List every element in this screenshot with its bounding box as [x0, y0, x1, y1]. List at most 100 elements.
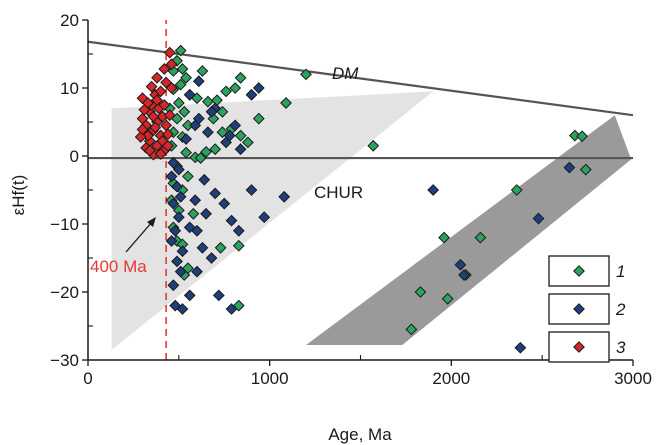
data-point-series-2 — [196, 241, 209, 254]
x-axis-label: Age, Ma — [328, 425, 392, 444]
data-point-series-1 — [174, 44, 187, 57]
data-point-series-2 — [258, 211, 271, 224]
data-point-series-2 — [183, 221, 196, 234]
data-point-series-2 — [172, 211, 185, 224]
legend-label-3: 3 — [616, 338, 626, 357]
data-point-series-2 — [205, 252, 218, 264]
data-point-series-2 — [191, 265, 203, 278]
data-point-series-1 — [367, 139, 380, 152]
age-400ma-label: 400 Ma — [90, 257, 147, 276]
data-point-series-3 — [147, 110, 160, 123]
data-point-series-2 — [205, 105, 218, 118]
data-point-series-2 — [212, 289, 225, 302]
data-point-series-1 — [441, 292, 454, 305]
data-point-series-3 — [165, 82, 178, 94]
data-point-series-1 — [510, 184, 523, 196]
data-point-series-2 — [176, 245, 189, 258]
data-point-series-3 — [165, 58, 178, 71]
data-point-series-3 — [149, 121, 162, 134]
data-point-series-1 — [234, 129, 247, 142]
data-point-series-1 — [196, 65, 209, 77]
data-point-series-1 — [167, 65, 180, 77]
data-point-series-2 — [180, 133, 193, 145]
data-point-series-2 — [171, 180, 183, 193]
data-point-series-2 — [232, 224, 245, 237]
y-tick-label: 0 — [70, 147, 79, 166]
data-point-series-2 — [167, 156, 180, 169]
data-point-series-1 — [568, 129, 581, 142]
data-point-series-1 — [172, 97, 185, 109]
y-tick-label: −30 — [50, 351, 79, 370]
data-point-series-2 — [167, 197, 180, 210]
data-point-series-1 — [280, 97, 292, 109]
shaded-region-2 — [306, 115, 632, 346]
y-tick-label: −20 — [50, 283, 79, 302]
data-point-series-1 — [209, 143, 222, 156]
data-point-series-2 — [189, 194, 202, 207]
data-point-series-1 — [300, 68, 312, 81]
data-point-series-1 — [229, 82, 242, 94]
data-point-series-1 — [180, 146, 193, 159]
data-point-series-3 — [138, 103, 151, 116]
data-point-series-1 — [438, 231, 450, 244]
data-point-series-2 — [514, 341, 527, 354]
data-point-series-1 — [241, 136, 254, 149]
data-point-series-2 — [165, 170, 178, 183]
data-point-series-1 — [474, 231, 487, 244]
data-point-series-2 — [174, 190, 187, 203]
data-point-series-2 — [209, 187, 222, 200]
y-tick-label: 10 — [60, 79, 79, 98]
data-point-series-2 — [198, 173, 211, 186]
data-point-series-3 — [163, 109, 176, 122]
data-point-series-2 — [427, 184, 440, 196]
data-point-series-2 — [167, 279, 180, 292]
data-point-series-3 — [143, 144, 156, 157]
data-point-series-2 — [183, 289, 196, 302]
legend: 1 2 3 — [548, 255, 626, 363]
data-point-series-2 — [454, 258, 467, 271]
data-point-series-1 — [405, 323, 418, 336]
x-tick-label: 2000 — [432, 369, 470, 388]
x-tick-label: 1000 — [251, 369, 289, 388]
data-point-series-3 — [154, 148, 167, 160]
legend-marker-3 — [573, 341, 585, 353]
data-point-series-2 — [252, 82, 265, 94]
legend-marker-1 — [573, 265, 585, 277]
data-point-series-2 — [218, 197, 231, 210]
data-point-series-3 — [162, 139, 174, 152]
data-point-series-2 — [192, 112, 205, 125]
data-point-series-2 — [200, 207, 212, 220]
data-point-series-1 — [176, 63, 189, 75]
data-point-series-3 — [151, 71, 163, 84]
x-tick-label: 0 — [83, 369, 92, 388]
data-point-series-1 — [187, 207, 200, 220]
data-point-series-1 — [194, 152, 207, 164]
age-400ma-arrowhead — [147, 217, 156, 227]
chur-line-label: CHUR — [314, 183, 363, 202]
data-point-series-2 — [532, 212, 545, 225]
data-point-series-1 — [200, 146, 212, 158]
data-point-series-3 — [136, 123, 149, 136]
data-point-series-2 — [183, 88, 196, 101]
legend-marker-2 — [573, 303, 585, 315]
data-point-series-1 — [182, 170, 194, 183]
data-point-series-3 — [154, 85, 167, 98]
data-point-series-3 — [151, 94, 163, 107]
data-point-series-1 — [234, 71, 247, 84]
x-tick-label: 3000 — [614, 369, 652, 388]
data-point-series-2 — [245, 88, 258, 101]
y-axis-label: εHf(t) — [9, 175, 28, 216]
legend-label-1: 1 — [616, 262, 625, 281]
data-point-series-2 — [278, 190, 291, 203]
data-point-series-2 — [192, 75, 205, 88]
data-point-series-1 — [579, 163, 592, 176]
dm-line-label: DM — [332, 64, 359, 83]
age-400ma-arrow-line — [125, 221, 153, 253]
data-point-series-2 — [245, 184, 258, 196]
data-point-series-3 — [163, 46, 176, 59]
data-point-series-3 — [145, 80, 158, 93]
data-point-series-1 — [232, 239, 245, 252]
data-point-series-2 — [225, 214, 238, 227]
data-point-series-2 — [172, 163, 185, 176]
